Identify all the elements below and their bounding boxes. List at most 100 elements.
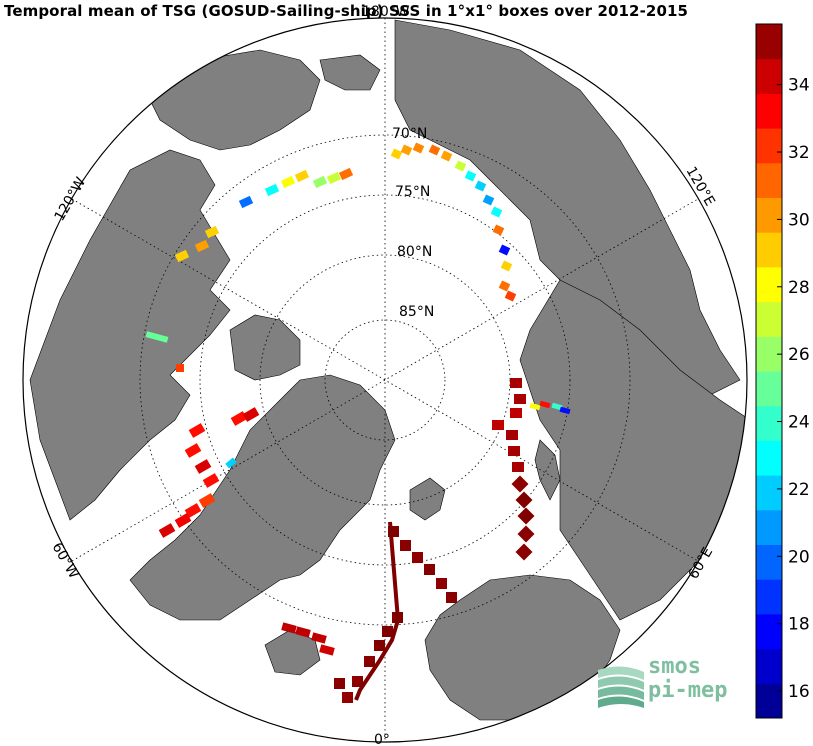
sss-box [238, 195, 254, 209]
sss-box [492, 420, 504, 430]
logo-line-pimep: pi-mep [648, 678, 728, 703]
sss-box [474, 180, 487, 192]
sss-box [388, 526, 399, 537]
sss-box [382, 626, 393, 637]
lat-label-85: 85°N [399, 304, 434, 320]
sss-box [294, 169, 310, 183]
sss-box [440, 150, 453, 162]
sss-box [188, 423, 206, 438]
sss-box [225, 457, 237, 469]
figure-title: Temporal mean of TSG (GOSUD-Sailing-ship… [4, 2, 689, 20]
ellesmere [229, 314, 301, 381]
colorbar-tick-label: 16 [788, 682, 810, 702]
sss-box [482, 194, 495, 206]
sss-box [338, 167, 354, 181]
sss-box [510, 408, 522, 418]
colorbar-tick-label: 26 [788, 345, 810, 365]
sss-box [281, 622, 297, 634]
sss-box [490, 206, 503, 218]
sss-box [510, 378, 522, 388]
sss-box [280, 175, 296, 189]
colorbar-block [756, 544, 782, 580]
sss-box [559, 406, 571, 415]
colorbar-block [756, 162, 782, 198]
sss-box [198, 493, 216, 508]
lat-label-80: 80°N [397, 244, 432, 260]
sss-box [204, 225, 220, 239]
colorbar-block [756, 440, 782, 476]
sss-box [264, 183, 280, 197]
sss-box [145, 331, 169, 343]
sss-box [515, 543, 533, 561]
sss-box [424, 564, 435, 575]
bering-land [319, 54, 381, 91]
smos-logo-mark [598, 666, 644, 708]
sss-box [517, 525, 535, 543]
sss-box [412, 552, 423, 563]
greenland [129, 374, 396, 621]
colorbar-tick-label: 30 [788, 210, 810, 230]
colorbar-frame [755, 23, 783, 719]
sss-box [498, 244, 511, 256]
colorbar-tick-label: 20 [788, 547, 810, 567]
sss-box [436, 578, 447, 589]
sss-box [551, 402, 563, 411]
colorbar-ticks: 16 18 20 22 24 26 28 30 32 34 [777, 76, 810, 702]
colorbar-blocks [756, 24, 782, 719]
colorbar-block [756, 405, 782, 441]
colorbar-tick-label: 34 [788, 76, 810, 96]
colorbar-tick-label: 32 [788, 143, 810, 163]
colorbar-block [756, 509, 782, 545]
sss-box [311, 632, 327, 644]
sss-box [400, 540, 411, 551]
sss-box [319, 644, 335, 656]
sss-box [352, 676, 363, 687]
sss-box [446, 592, 457, 603]
sss-box [400, 144, 413, 156]
sss-tracks [145, 142, 571, 703]
sss-box [508, 446, 520, 456]
colorbar-tick-label: 24 [788, 413, 810, 433]
sss-box [326, 171, 342, 185]
ship-track-line [354, 521, 401, 701]
land-masses [29, 19, 747, 721]
sss-box [194, 459, 212, 474]
colorbar-block [756, 613, 782, 650]
sss-box [454, 160, 467, 172]
sss-box [412, 142, 425, 154]
sss-box [174, 249, 190, 263]
siberia [519, 279, 747, 621]
colorbar-block [756, 475, 782, 511]
colorbar-tick-label: 28 [788, 278, 810, 298]
colorbar-block [756, 93, 782, 129]
sss-box [184, 503, 202, 518]
sss-box [514, 394, 526, 404]
sss-box [176, 364, 184, 372]
sss-box [511, 475, 529, 493]
sss-box [517, 507, 535, 525]
sss-box [529, 402, 541, 411]
colorbar-block [756, 58, 782, 94]
colorbar-tick-label: 22 [788, 480, 810, 500]
lat-label-70: 70°N [392, 126, 427, 142]
map-border [22, 17, 748, 743]
sss-box [512, 462, 524, 472]
sss-box [374, 640, 385, 651]
colorbar-block [756, 371, 782, 407]
sss-box [390, 148, 403, 160]
lat-labels: 70°N 75°N 80°N 85°N [392, 126, 434, 320]
sss-box [500, 260, 513, 272]
sss-box [295, 626, 311, 638]
colorbar-block [756, 197, 782, 233]
sss-box [506, 430, 518, 440]
colorbar-block [756, 683, 782, 719]
sss-box [174, 513, 192, 528]
sss-box [202, 473, 220, 488]
sss-box [515, 491, 533, 509]
sss-box [492, 224, 505, 236]
colorbar-block [756, 24, 782, 60]
logo-line-smos: smos [648, 654, 701, 679]
sss-box [504, 290, 517, 302]
sss-box [242, 407, 260, 422]
